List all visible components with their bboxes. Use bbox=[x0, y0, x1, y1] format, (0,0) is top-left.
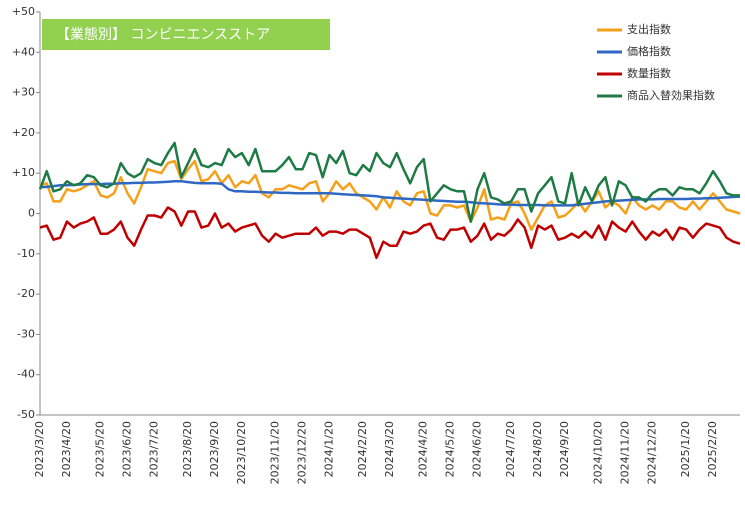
y-tick-label: +40 bbox=[12, 45, 35, 58]
series-line bbox=[39, 159, 741, 231]
series-line bbox=[39, 206, 741, 260]
y-tick-label: -20 bbox=[17, 287, 35, 300]
series-line bbox=[38, 141, 740, 223]
x-tick-label: 2024/1/20 bbox=[322, 421, 335, 477]
x-tick-label: 2024/3/20 bbox=[383, 421, 396, 477]
y-tick-label: +30 bbox=[12, 86, 35, 99]
y-tick-label: -10 bbox=[17, 247, 35, 260]
x-tick-label: 2023/5/20 bbox=[94, 421, 107, 477]
x-tick-label: 2024/2/20 bbox=[356, 421, 369, 477]
x-tick-label: 2024/7/20 bbox=[504, 421, 517, 477]
y-tick-label: -50 bbox=[17, 408, 35, 421]
title-box bbox=[42, 19, 330, 50]
legend-label: 数量指数 bbox=[627, 66, 671, 80]
legend-label: 価格指数 bbox=[627, 44, 671, 58]
x-tick-label: 2023/7/20 bbox=[147, 421, 160, 477]
x-tick-label: 2024/6/20 bbox=[471, 421, 484, 477]
y-tick-label: 0 bbox=[28, 207, 35, 220]
y-tick-label: +20 bbox=[12, 126, 35, 139]
x-tick-label: 2025/1/20 bbox=[679, 421, 692, 477]
x-tick-label: 2025/2/20 bbox=[706, 421, 719, 477]
x-tick-label: 2023/8/20 bbox=[181, 421, 194, 477]
y-tick-label: +10 bbox=[12, 166, 35, 179]
x-tick-label: 2023/12/20 bbox=[296, 421, 309, 484]
y-tick-label: -30 bbox=[17, 327, 35, 340]
x-tick-label: 2023/3/20 bbox=[33, 421, 46, 477]
x-tick-label: 2023/4/20 bbox=[60, 421, 73, 477]
y-tick-label: +50 bbox=[12, 5, 35, 18]
legend-label: 支出指数 bbox=[627, 22, 671, 36]
x-tick-label: 2024/5/20 bbox=[444, 421, 457, 477]
x-tick-label: 2024/9/20 bbox=[558, 421, 571, 477]
x-tick-label: 2024/8/20 bbox=[531, 421, 544, 477]
x-tick-label: 2024/4/20 bbox=[417, 421, 430, 477]
x-tick-label: 2024/12/20 bbox=[646, 421, 659, 484]
legend-label: 商品入替効果指数 bbox=[627, 88, 715, 102]
series-line bbox=[39, 180, 741, 207]
chart-title: 【業態別】 コンビニエンスストア bbox=[56, 27, 270, 43]
x-tick-label: 2023/11/20 bbox=[269, 421, 282, 484]
x-tick-label: 2023/6/20 bbox=[121, 421, 134, 477]
x-tick-label: 2024/11/20 bbox=[619, 421, 632, 484]
y-tick-label: -40 bbox=[17, 368, 35, 381]
x-tick-label: 2024/10/20 bbox=[592, 421, 605, 484]
x-tick-label: 2023/9/20 bbox=[208, 421, 221, 477]
x-tick-label: 2023/10/20 bbox=[235, 421, 248, 484]
